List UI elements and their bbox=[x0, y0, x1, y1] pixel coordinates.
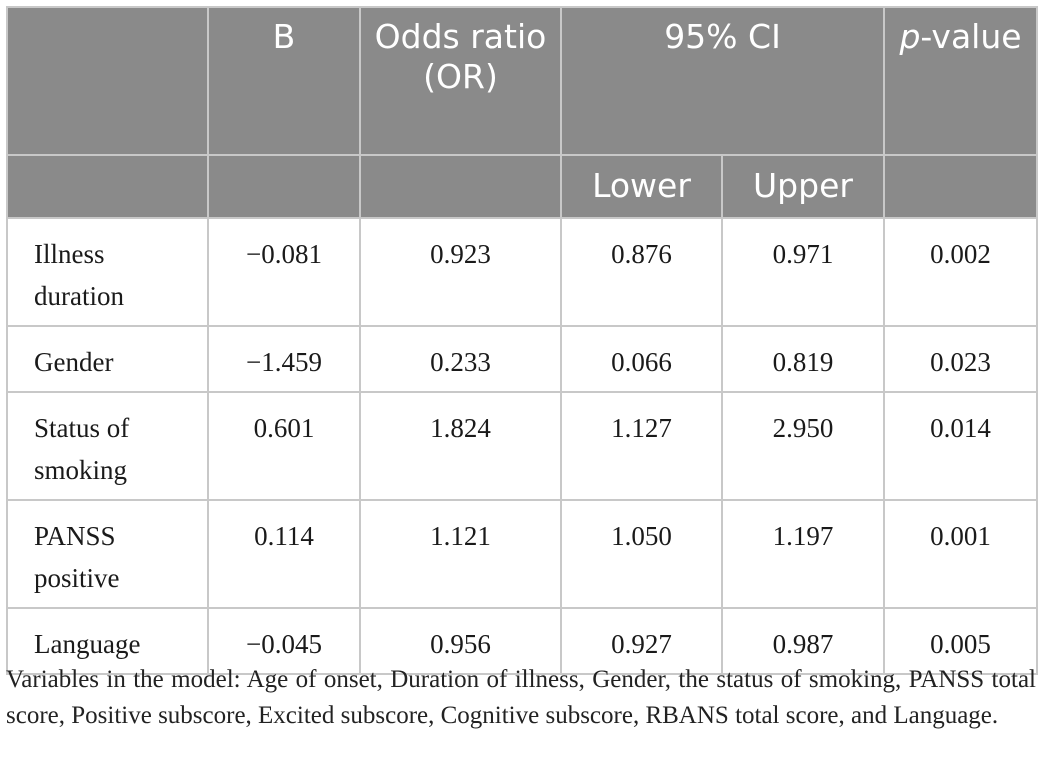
cell-upper: 0.987 bbox=[721, 607, 885, 675]
header-b: B bbox=[207, 6, 361, 156]
cell-p: 0.002 bbox=[883, 217, 1038, 327]
cell-p: 0.001 bbox=[883, 499, 1038, 609]
header-row: B Odds ratio (OR) 95% CI p-value bbox=[6, 6, 1038, 156]
subheader-row: Lower Upper bbox=[6, 154, 1038, 219]
row-label: Status of smoking bbox=[6, 391, 209, 501]
table-row: Status of smoking 0.601 1.824 1.127 2.95… bbox=[6, 391, 1038, 501]
table-row: Gender −1.459 0.233 0.066 0.819 0.023 bbox=[6, 325, 1038, 393]
cell-or: 0.956 bbox=[359, 607, 562, 675]
subheader-empty-3 bbox=[359, 154, 562, 219]
table-footnote: Variables in the model: Age of onset, Du… bbox=[6, 666, 1036, 729]
table-row: PANSS positive 0.114 1.121 1.050 1.197 0… bbox=[6, 499, 1038, 609]
cell-p: 0.023 bbox=[883, 325, 1038, 393]
cell-p: 0.005 bbox=[883, 607, 1038, 675]
subheader-upper: Upper bbox=[721, 154, 885, 219]
subheader-empty-1 bbox=[6, 154, 209, 219]
cell-upper: 1.197 bbox=[721, 499, 885, 609]
cell-b: −0.081 bbox=[207, 217, 361, 327]
cell-upper: 2.950 bbox=[721, 391, 885, 501]
cell-or: 1.121 bbox=[359, 499, 562, 609]
cell-lower: 0.927 bbox=[560, 607, 723, 675]
cell-p: 0.014 bbox=[883, 391, 1038, 501]
subheader-empty-4 bbox=[883, 154, 1038, 219]
row-label: Language bbox=[6, 607, 209, 675]
cell-or: 0.233 bbox=[359, 325, 562, 393]
header-p-value: p-value bbox=[883, 6, 1038, 156]
cell-upper: 0.971 bbox=[721, 217, 885, 327]
row-label: Gender bbox=[6, 325, 209, 393]
cell-lower: 1.127 bbox=[560, 391, 723, 501]
table-row: Language −0.045 0.956 0.927 0.987 0.005 bbox=[6, 607, 1038, 675]
table-row: Illness duration −0.081 0.923 0.876 0.97… bbox=[6, 217, 1038, 327]
cell-b: −0.045 bbox=[207, 607, 361, 675]
header-p-italic: p bbox=[899, 17, 921, 56]
header-odds-ratio: Odds ratio (OR) bbox=[359, 6, 562, 156]
cell-b: 0.114 bbox=[207, 499, 361, 609]
row-label: PANSS positive bbox=[6, 499, 209, 609]
cell-lower: 0.876 bbox=[560, 217, 723, 327]
header-ci: 95% CI bbox=[560, 6, 885, 156]
subheader-lower: Lower bbox=[560, 154, 723, 219]
cell-upper: 0.819 bbox=[721, 325, 885, 393]
row-label: Illness duration bbox=[6, 217, 209, 327]
cell-or: 1.824 bbox=[359, 391, 562, 501]
cell-b: 0.601 bbox=[207, 391, 361, 501]
regression-table: B Odds ratio (OR) 95% CI p-value Lower U… bbox=[6, 6, 1038, 675]
cell-lower: 0.066 bbox=[560, 325, 723, 393]
cell-b: −1.459 bbox=[207, 325, 361, 393]
cell-lower: 1.050 bbox=[560, 499, 723, 609]
cell-or: 0.923 bbox=[359, 217, 562, 327]
subheader-empty-2 bbox=[207, 154, 361, 219]
header-p-rest: -value bbox=[920, 17, 1022, 56]
header-empty bbox=[6, 6, 209, 156]
